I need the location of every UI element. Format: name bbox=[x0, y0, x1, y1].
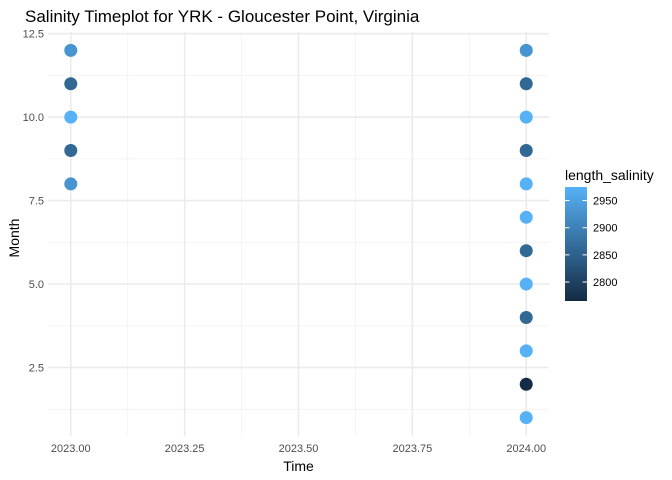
legend-title: length_salinity bbox=[565, 167, 654, 183]
y-axis-title: Month bbox=[6, 219, 22, 258]
data-point bbox=[519, 377, 533, 391]
x-axis-title: Time bbox=[283, 458, 314, 474]
legend-tick-label: 2950 bbox=[593, 196, 617, 208]
color-legend: length_salinity 2800 2850 2900 2950 bbox=[565, 167, 654, 301]
y-tick-label: 5.0 bbox=[29, 279, 44, 291]
data-points bbox=[64, 43, 533, 425]
data-point bbox=[519, 177, 533, 191]
x-axis-tick-labels: 2023.00 2023.25 2023.50 2023.75 2024.00 bbox=[51, 443, 546, 455]
x-tick-label: 2023.00 bbox=[51, 443, 91, 455]
legend-tick-label: 2850 bbox=[593, 250, 617, 262]
data-point bbox=[519, 344, 533, 358]
data-point bbox=[64, 144, 78, 158]
data-point bbox=[519, 310, 533, 324]
data-point bbox=[519, 277, 533, 291]
x-tick-label: 2023.50 bbox=[279, 443, 319, 455]
x-tick-label: 2023.25 bbox=[165, 443, 205, 455]
data-point bbox=[64, 110, 78, 124]
data-point bbox=[519, 43, 533, 57]
data-point bbox=[519, 210, 533, 224]
data-point bbox=[64, 43, 78, 57]
data-point bbox=[64, 177, 78, 191]
legend-ticks: 2800 2850 2900 2950 bbox=[565, 196, 617, 289]
y-axis-tick-labels: 2.5 5.0 7.5 10.0 12.5 bbox=[23, 29, 44, 375]
legend-colorbar bbox=[565, 187, 587, 301]
y-tick-label: 2.5 bbox=[29, 363, 44, 375]
y-tick-label: 7.5 bbox=[29, 196, 44, 208]
y-tick-label: 10.0 bbox=[23, 112, 44, 124]
data-point bbox=[519, 110, 533, 124]
legend-tick-label: 2900 bbox=[593, 223, 617, 235]
data-point bbox=[519, 77, 533, 91]
chart-title: Salinity Timeplot for YRK - Gloucester P… bbox=[25, 7, 420, 26]
x-tick-label: 2024.00 bbox=[506, 443, 546, 455]
data-point bbox=[519, 144, 533, 158]
data-point bbox=[519, 411, 533, 425]
data-point bbox=[64, 77, 78, 91]
y-tick-label: 12.5 bbox=[23, 29, 44, 41]
legend-tick-label: 2800 bbox=[593, 277, 617, 289]
major-gridlines bbox=[48, 32, 549, 436]
data-point bbox=[519, 244, 533, 258]
x-tick-label: 2023.75 bbox=[392, 443, 432, 455]
